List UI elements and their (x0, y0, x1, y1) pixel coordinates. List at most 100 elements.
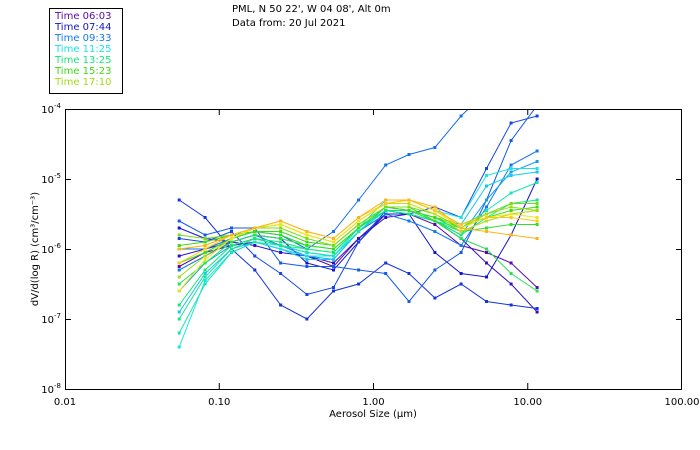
data-point (279, 261, 283, 265)
x-axis: 0.01 0.10 1.00 10.00 100.00 (54, 109, 700, 408)
data-point (509, 174, 513, 177)
data-point (305, 240, 309, 244)
data-point (203, 279, 207, 282)
data-point (509, 205, 513, 209)
legend-entry: Time 06:03 (55, 11, 112, 22)
data-point (459, 251, 463, 254)
data-point (230, 244, 233, 247)
y-tick-label: 10-4 (41, 102, 61, 116)
data-point (535, 177, 539, 181)
data-point (305, 293, 309, 296)
series (177, 198, 539, 251)
data-point (535, 160, 539, 163)
data-point (459, 244, 463, 247)
data-point (509, 282, 513, 286)
data-point (203, 237, 207, 240)
data-point (509, 212, 513, 216)
data-point (485, 174, 488, 177)
data-point (203, 247, 207, 251)
data-point (305, 254, 309, 258)
data-point (177, 226, 181, 230)
data-point (535, 219, 539, 223)
data-point (305, 258, 309, 261)
data-point (535, 202, 539, 205)
data-point (509, 209, 513, 212)
data-point (485, 184, 488, 188)
x-tick-label: 1.00 (362, 397, 384, 408)
data-point (459, 226, 463, 230)
data-point (509, 191, 513, 195)
y-tick-label: 10-5 (41, 172, 61, 186)
data-point (485, 300, 488, 303)
data-point (509, 121, 513, 125)
data-point (535, 181, 539, 184)
data-point (357, 237, 361, 240)
data-point (305, 317, 309, 321)
data-point (407, 300, 411, 303)
data-point (253, 230, 257, 233)
data-point (485, 205, 488, 209)
data-point (253, 237, 257, 240)
data-point (332, 286, 335, 289)
data-point (485, 209, 488, 212)
data-point (203, 258, 207, 261)
data-point (433, 146, 437, 149)
data-point (357, 240, 361, 244)
data-point (177, 233, 181, 237)
data-point (357, 216, 361, 219)
data-point (535, 209, 539, 212)
data-point (305, 230, 309, 233)
data-point (253, 240, 257, 244)
data-point (509, 216, 513, 219)
data-point (433, 296, 437, 300)
data-point (230, 237, 233, 240)
data-point (230, 230, 233, 233)
data-point (433, 223, 437, 226)
data-point (407, 153, 411, 156)
data-point (509, 261, 513, 265)
data-point (177, 261, 181, 265)
data-point (459, 272, 463, 275)
x-tick-label: 0.10 (208, 397, 230, 408)
data-point (384, 212, 388, 216)
data-point (459, 223, 463, 226)
data-point (357, 223, 361, 226)
data-point (357, 226, 361, 230)
data-point (253, 233, 257, 237)
data-point (279, 219, 283, 223)
data-point (230, 251, 233, 254)
data-point (332, 261, 335, 265)
data-point (384, 198, 388, 202)
data-point (509, 272, 513, 275)
data-point (535, 149, 539, 153)
data-point (459, 237, 463, 240)
data-point (177, 219, 181, 223)
data-point (459, 230, 463, 233)
data-point (535, 286, 539, 289)
data-point (407, 209, 411, 212)
data-point (177, 310, 181, 314)
data-point (384, 216, 388, 219)
data-point (279, 233, 283, 237)
legend-entry: Time 11:25 (55, 44, 112, 55)
legend-entry: Time 07:44 (55, 22, 112, 33)
data-point (332, 251, 335, 254)
data-point (433, 230, 437, 233)
data-point (485, 226, 488, 230)
data-point (279, 230, 283, 233)
data-point (535, 114, 539, 118)
data-point (332, 289, 335, 293)
data-point (433, 251, 437, 254)
data-point (177, 237, 181, 240)
y-tick-label: 10-7 (41, 312, 61, 326)
data-point (230, 240, 233, 244)
data-point (433, 209, 437, 212)
data-point (230, 247, 233, 251)
data-point (203, 251, 207, 254)
data-point (332, 247, 335, 251)
data-point (407, 205, 411, 209)
data-point (279, 244, 283, 247)
data-point (384, 261, 388, 265)
data-point (459, 233, 463, 237)
data-point (177, 282, 181, 286)
